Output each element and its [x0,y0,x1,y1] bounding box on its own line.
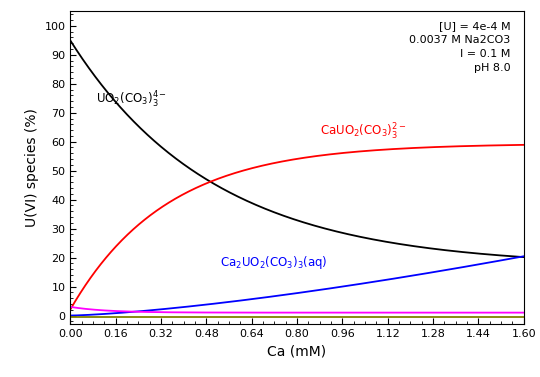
Text: Ca$_2$UO$_2$(CO$_3$)$_3$(aq): Ca$_2$UO$_2$(CO$_3$)$_3$(aq) [220,254,328,271]
Text: [U] = 4e-4 M
0.0037 M Na2CO3
I = 0.1 M
pH 8.0: [U] = 4e-4 M 0.0037 M Na2CO3 I = 0.1 M p… [409,21,510,73]
Text: UO$_2$(CO$_3$)$_3^{4-}$: UO$_2$(CO$_3$)$_3^{4-}$ [96,90,167,110]
Y-axis label: U(VI) species (%): U(VI) species (%) [25,108,39,227]
Text: CaUO$_2$(CO$_3$)$_3^{2-}$: CaUO$_2$(CO$_3$)$_3^{2-}$ [320,122,406,142]
X-axis label: Ca (mM): Ca (mM) [267,345,327,359]
